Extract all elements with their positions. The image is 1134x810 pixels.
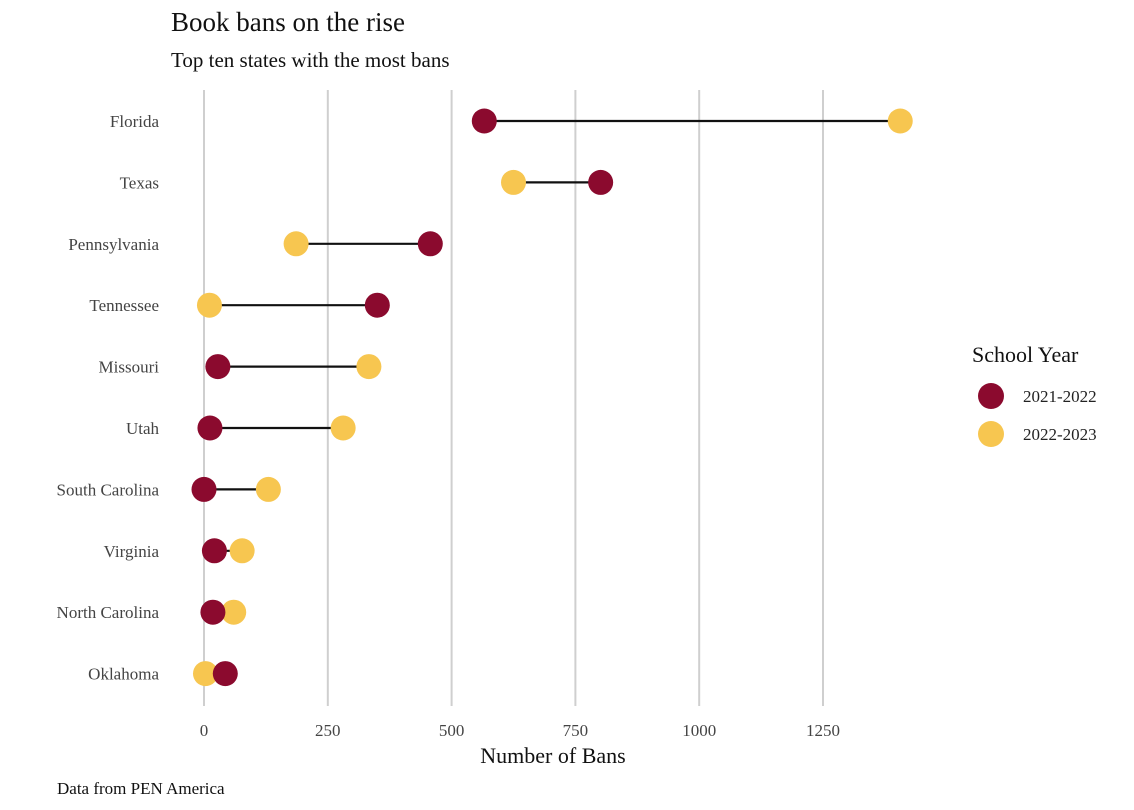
x-tick-label: 1250: [806, 721, 840, 740]
legend-swatch: [978, 383, 1004, 409]
y-tick-label: Florida: [110, 112, 160, 131]
dumbbell-segments: [204, 119, 901, 675]
data-point: [192, 661, 218, 687]
y-tick-label: Tennessee: [89, 296, 159, 315]
data-point: [191, 476, 217, 502]
y-tick-label: Virginia: [104, 542, 160, 561]
data-point: [364, 292, 390, 318]
y-tick-label: Texas: [120, 173, 159, 192]
chart-caption: Data from PEN America: [57, 779, 225, 798]
legend-label: 2022-2023: [1023, 425, 1097, 444]
data-point: [196, 292, 222, 318]
data-point: [356, 354, 382, 380]
y-axis-ticks: Florida Texas Pennsylvania Tennessee Missour…: [57, 112, 160, 684]
y-tick-label: Pennsylvania: [68, 235, 159, 254]
x-axis-ticks: 0 250 500 750 1000 1250: [200, 721, 840, 740]
data-point: [205, 354, 231, 380]
data-point: [887, 108, 913, 134]
data-point: [417, 231, 443, 257]
data-point: [229, 538, 255, 564]
data-point: [501, 169, 526, 195]
data-point: [283, 231, 309, 257]
legend-label: 2021-2022: [1023, 387, 1097, 406]
x-tick-label: 0: [200, 721, 209, 740]
x-tick-label: 250: [315, 721, 341, 740]
y-tick-label: North Carolina: [57, 603, 160, 622]
x-tick-label: 500: [439, 721, 465, 740]
legend: School Year 2021-2022 2022-2023: [972, 342, 1097, 447]
data-point: [200, 599, 226, 625]
legend-title: School Year: [972, 342, 1079, 367]
data-point: [588, 169, 614, 195]
data-point: [330, 415, 356, 441]
data-point: [201, 538, 227, 564]
y-tick-label: South Carolina: [57, 480, 160, 499]
x-tick-label: 750: [563, 721, 589, 740]
data-points: [191, 108, 913, 687]
x-tick-label: 1000: [682, 721, 716, 740]
data-point: [212, 661, 238, 687]
y-tick-label: Missouri: [99, 358, 160, 377]
chart-subtitle: Top ten states with the most bans: [171, 48, 450, 72]
data-point: [221, 599, 247, 625]
chart-title: Book bans on the rise: [171, 7, 405, 37]
y-tick-label: Utah: [126, 419, 160, 438]
data-point: [255, 476, 281, 502]
data-point: [471, 108, 497, 134]
grid-lines: [203, 90, 824, 706]
x-axis-title: Number of Bans: [480, 743, 625, 768]
data-point: [197, 415, 223, 441]
y-tick-label: Oklahoma: [88, 665, 159, 684]
legend-swatch: [978, 421, 1004, 447]
